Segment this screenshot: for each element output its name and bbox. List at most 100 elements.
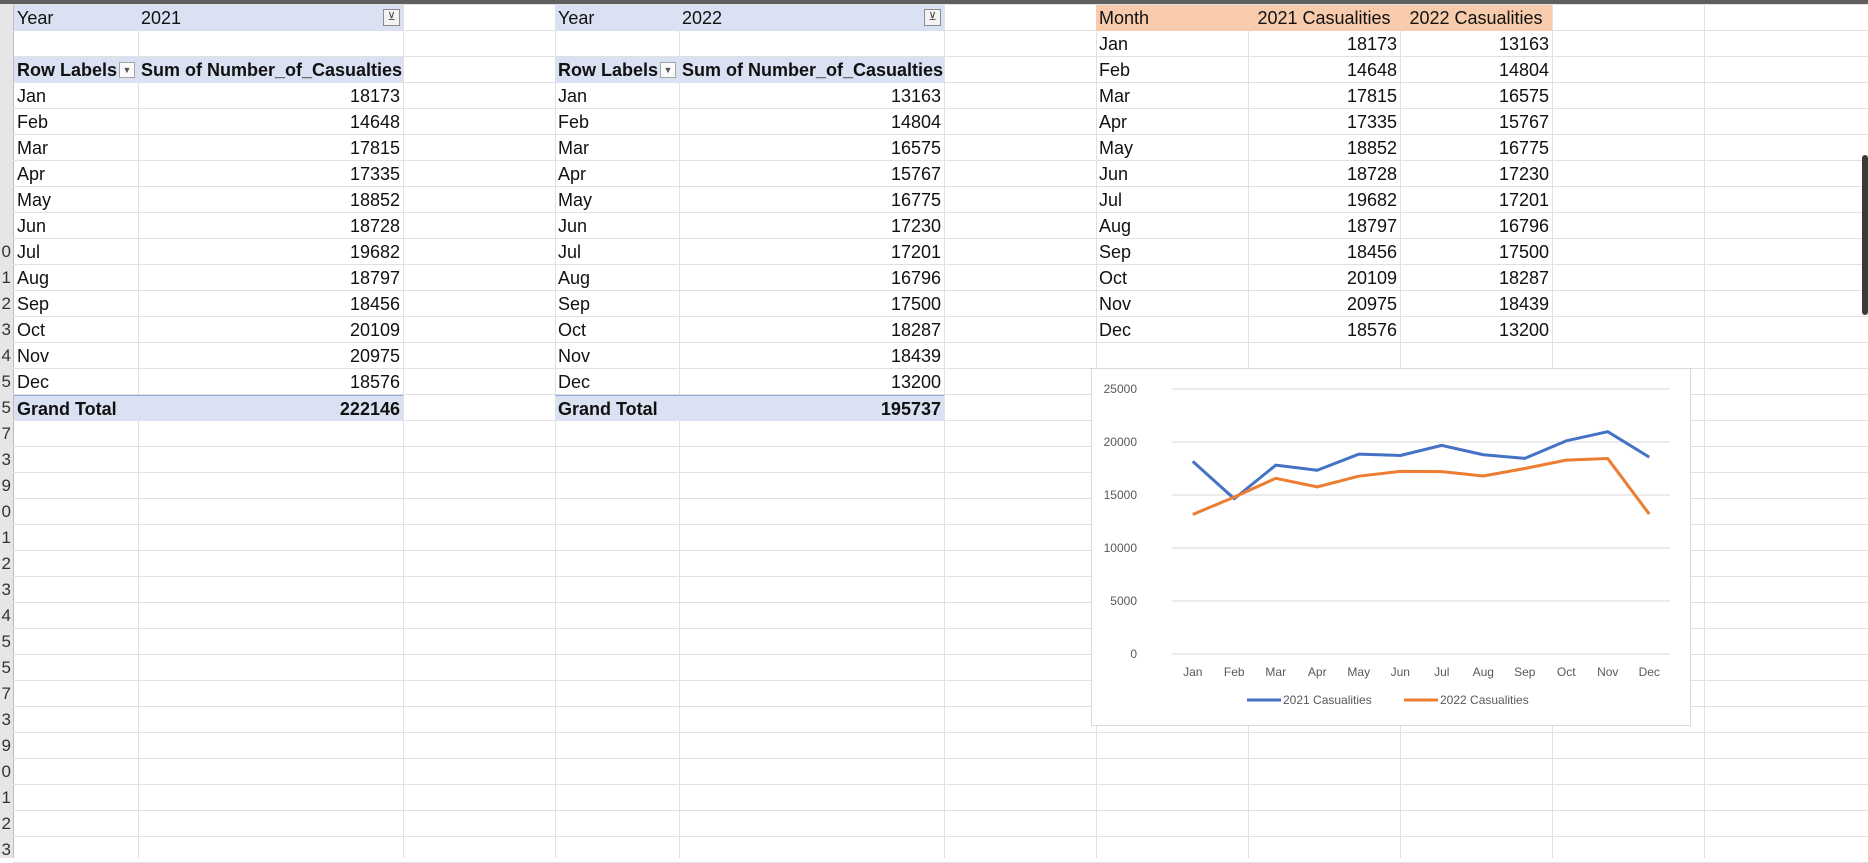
row-number[interactable]: [0, 83, 11, 109]
row-number[interactable]: 9: [0, 733, 11, 759]
summary-cell-2021: 18173: [1248, 31, 1400, 57]
row-number[interactable]: 5: [0, 629, 11, 655]
pivot2022-row-month: Apr: [555, 161, 679, 187]
row-number[interactable]: 3: [0, 577, 11, 603]
pivot2022-row-month: Aug: [555, 265, 679, 291]
row-gridline: [13, 758, 1868, 759]
row-number[interactable]: [0, 57, 11, 83]
pivot2022-row-value: 17500: [679, 291, 944, 317]
filter-icon[interactable]: ⊻: [383, 9, 400, 26]
pivot2022-filter-label: Year: [555, 5, 679, 31]
legend-label: 2022 Casualities: [1440, 693, 1529, 707]
legend-label: 2021 Casualities: [1283, 693, 1372, 707]
x-tick-label: Aug: [1473, 665, 1494, 679]
pivot2021-header-sum: Sum of Number_of_Casualties: [138, 57, 403, 83]
x-tick-label: Jan: [1183, 665, 1202, 679]
vertical-scrollbar[interactable]: [1862, 155, 1868, 315]
row-number[interactable]: 2: [0, 551, 11, 577]
pivot2022-row-value: 18439: [679, 343, 944, 369]
pivot2022-grand-total-value: 195737: [679, 395, 944, 421]
x-tick-label: Oct: [1557, 665, 1576, 679]
pivot2021-row-month: Jul: [14, 239, 138, 265]
pivot2021-grand-total-value: 222146: [138, 395, 403, 421]
pivot2022-row-value: 16775: [679, 187, 944, 213]
summary-cell-2022: 13200: [1400, 317, 1552, 343]
row-number[interactable]: 1: [0, 525, 11, 551]
pivot2022-row-month: Oct: [555, 317, 679, 343]
pivot2022-row-value: 13163: [679, 83, 944, 109]
dropdown-arrow-icon[interactable]: ▼: [660, 62, 676, 78]
pivot2022-row-month: Jul: [555, 239, 679, 265]
x-tick-label: Nov: [1597, 665, 1618, 679]
row-number[interactable]: [0, 135, 11, 161]
column-gridline: [1704, 4, 1705, 858]
y-tick-label: 0: [1130, 647, 1137, 661]
row-number[interactable]: [0, 109, 11, 135]
pivot2022-row-value: 13200: [679, 369, 944, 395]
pivot2021-grand-total-label: Grand Total: [14, 395, 138, 421]
summary-cell-2021: 17815: [1248, 83, 1400, 109]
x-tick-label: Dec: [1639, 665, 1660, 679]
summary-cell-2022: 17500: [1400, 239, 1552, 265]
summary-header-2022: 2022 Casualities: [1400, 5, 1552, 31]
summary-cell-month: Dec: [1096, 317, 1248, 343]
x-tick-label: Sep: [1514, 665, 1536, 679]
row-number[interactable]: 2: [0, 291, 11, 317]
row-number[interactable]: [0, 5, 11, 31]
pivot2021-row-value: 20975: [138, 343, 403, 369]
pivot2021-row-value: 19682: [138, 239, 403, 265]
pivot2022-row-value: 15767: [679, 161, 944, 187]
row-number[interactable]: 1: [0, 265, 11, 291]
pivot2022-row-month: Feb: [555, 109, 679, 135]
row-number[interactable]: 5: [0, 395, 11, 421]
summary-cell-2022: 14804: [1400, 57, 1552, 83]
pivot2021-filter-value[interactable]: 2021: [138, 5, 403, 31]
pivot2022-row-month: May: [555, 187, 679, 213]
x-tick-label: Mar: [1265, 665, 1286, 679]
row-number[interactable]: 3: [0, 707, 11, 733]
pivot2022-grand-total-label: Grand Total: [555, 395, 679, 421]
pivot2022-row-value: 16575: [679, 135, 944, 161]
summary-cell-2021: 20109: [1248, 265, 1400, 291]
row-number[interactable]: 2: [0, 811, 11, 837]
dropdown-arrow-icon[interactable]: ▼: [119, 62, 135, 78]
row-number[interactable]: 7: [0, 681, 11, 707]
summary-cell-2022: 13163: [1400, 31, 1552, 57]
row-number[interactable]: [0, 161, 11, 187]
filter-icon[interactable]: ⊻: [924, 9, 941, 26]
summary-cell-2021: 20975: [1248, 291, 1400, 317]
row-number[interactable]: [0, 187, 11, 213]
row-number[interactable]: 4: [0, 343, 11, 369]
pivot2021-row-month: Mar: [14, 135, 138, 161]
row-number[interactable]: [0, 213, 11, 239]
summary-cell-month: May: [1096, 135, 1248, 161]
row-number[interactable]: [0, 31, 11, 57]
summary-header-2021: 2021 Casualities: [1248, 5, 1400, 31]
summary-cell-month: Apr: [1096, 109, 1248, 135]
row-number[interactable]: 0: [0, 499, 11, 525]
row-number[interactable]: 3: [0, 317, 11, 343]
row-number[interactable]: 0: [0, 759, 11, 785]
row-number[interactable]: 0: [0, 239, 11, 265]
pivot2022-row-value: 14804: [679, 109, 944, 135]
pivot2022-row-value: 17230: [679, 213, 944, 239]
row-number[interactable]: 5: [0, 655, 11, 681]
x-tick-label: May: [1347, 665, 1370, 679]
pivot2021-filter-label: Year: [14, 5, 138, 31]
pivot2021-row-value: 17335: [138, 161, 403, 187]
row-number[interactable]: 5: [0, 369, 11, 395]
row-number[interactable]: 9: [0, 473, 11, 499]
row-number[interactable]: 4: [0, 603, 11, 629]
pivot2021-row-value: 18797: [138, 265, 403, 291]
row-number[interactable]: 7: [0, 421, 11, 447]
summary-cell-2021: 17335: [1248, 109, 1400, 135]
row-number[interactable]: 1: [0, 785, 11, 811]
row-number[interactable]: 3: [0, 837, 11, 858]
pivot2022-filter-value[interactable]: 2022: [679, 5, 944, 31]
row-number[interactable]: 3: [0, 447, 11, 473]
summary-cell-2021: 18852: [1248, 135, 1400, 161]
pivot2021-row-value: 20109: [138, 317, 403, 343]
pivot2021-row-value: 18456: [138, 291, 403, 317]
